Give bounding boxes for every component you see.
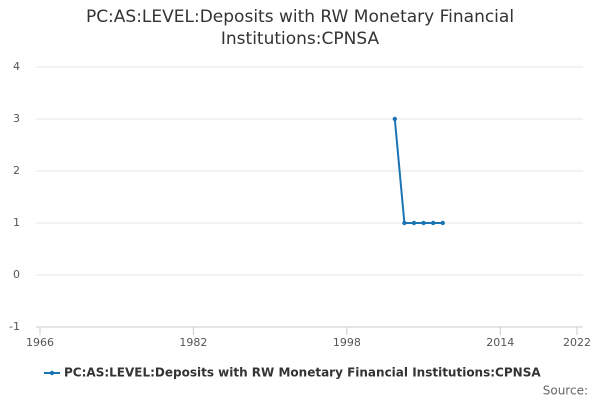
point xyxy=(402,220,407,226)
point xyxy=(411,220,417,226)
x-tick-label: 2022 xyxy=(563,336,591,349)
x-tick-label: 1966 xyxy=(26,336,54,349)
legend-marker xyxy=(49,370,55,376)
source: Source: xyxy=(543,384,588,398)
y-tick-label: 3 xyxy=(13,112,20,125)
point xyxy=(421,220,426,226)
x-tick-label: 1982 xyxy=(179,336,207,349)
y-tick-label: 0 xyxy=(13,268,20,281)
y-tick-label: -1 xyxy=(9,320,20,333)
y-tick-label: 1 xyxy=(13,216,20,229)
x-tick-label: 1998 xyxy=(333,336,361,349)
legend-label: PC:AS:LEVEL:Deposits with RW Monetary Fi… xyxy=(64,366,541,380)
point xyxy=(392,116,398,122)
y-tick-label: 2 xyxy=(13,164,20,177)
y-tick-label: 4 xyxy=(13,60,20,73)
point xyxy=(430,220,436,226)
chart-title: PC:AS:LEVEL:Deposits with RW Monetary Fi… xyxy=(85,7,515,49)
x-tick-label: 2014 xyxy=(486,336,514,349)
point xyxy=(440,220,445,226)
